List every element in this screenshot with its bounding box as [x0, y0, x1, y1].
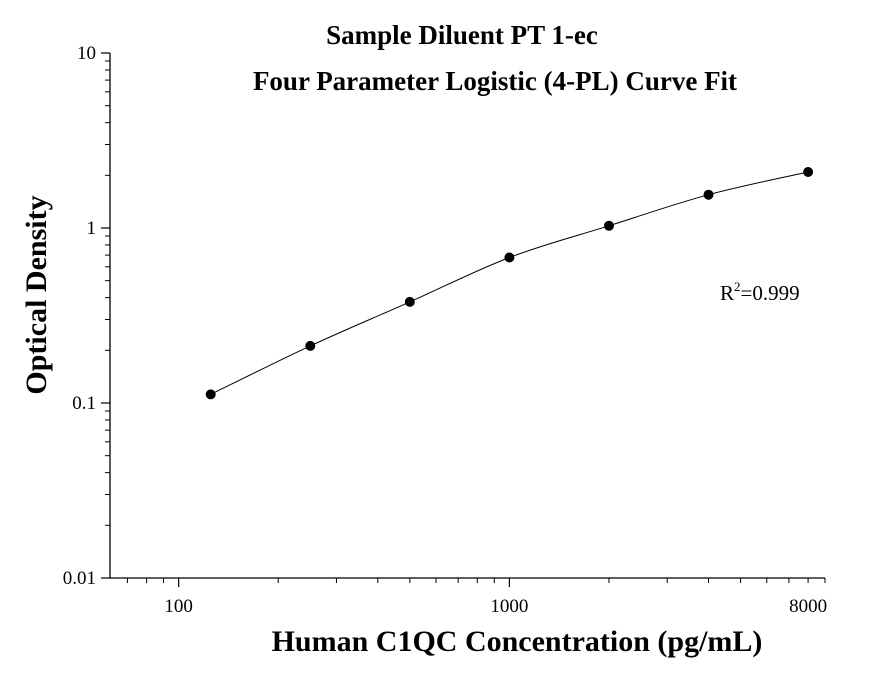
- tick-labels: 0.01 0.1 1 10 100 1000 8000: [63, 43, 827, 617]
- x-tick-label: 1000: [490, 596, 528, 617]
- data-point: [205, 389, 216, 400]
- fit-curve: [210, 171, 809, 395]
- data-point: [305, 340, 316, 351]
- y-axis-title: Optical Density: [20, 195, 53, 394]
- r-squared-sup: 2: [734, 279, 741, 294]
- data-point: [404, 296, 415, 307]
- y-tick-label: 1: [87, 218, 97, 239]
- y-tick-label: 10: [77, 43, 96, 64]
- r-squared-value: =0.999: [741, 281, 800, 305]
- r-squared-annotation: R2=0.999: [720, 279, 800, 305]
- x-tick-label: 100: [164, 596, 193, 617]
- r-squared-base: R: [720, 281, 734, 305]
- x-axis-title: Human C1QC Concentration (pg/mL): [272, 625, 763, 658]
- chart-title: Sample Diluent PT 1-ec: [326, 20, 598, 50]
- chart-subtitle: Four Parameter Logistic (4-PL) Curve Fit: [253, 66, 737, 96]
- x-tick-label: 8000: [789, 596, 827, 617]
- y-tick-label: 0.1: [72, 393, 96, 414]
- data-point: [703, 189, 714, 200]
- data-point: [504, 252, 515, 263]
- data-point: [803, 167, 814, 177]
- data-point: [604, 220, 614, 231]
- y-tick-label: 0.01: [63, 568, 96, 589]
- data-points: [205, 167, 814, 400]
- axes: [101, 52, 826, 587]
